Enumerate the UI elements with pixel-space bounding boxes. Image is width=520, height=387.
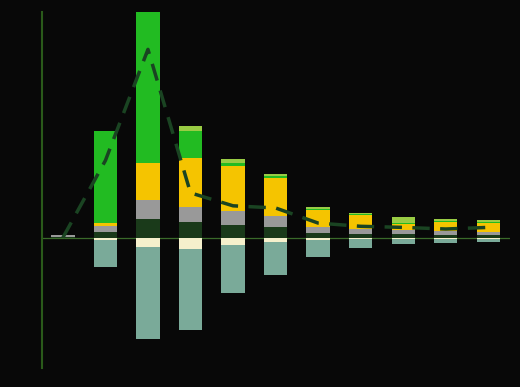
Bar — [434, 222, 458, 231]
Bar — [179, 249, 202, 330]
Bar — [222, 211, 245, 225]
Bar — [477, 238, 500, 239]
Bar — [264, 216, 287, 228]
Bar — [136, 200, 160, 219]
Bar — [349, 234, 372, 238]
Bar — [264, 176, 287, 178]
Bar — [222, 225, 245, 238]
Bar — [51, 236, 74, 238]
Bar — [264, 238, 287, 243]
Bar — [222, 245, 245, 293]
Bar — [179, 131, 202, 158]
Bar — [392, 230, 415, 235]
Bar — [434, 238, 458, 239]
Bar — [136, 163, 160, 200]
Bar — [306, 233, 330, 238]
Bar — [94, 226, 117, 232]
Bar — [94, 223, 117, 226]
Bar — [392, 238, 415, 239]
Bar — [434, 235, 458, 238]
Bar — [477, 235, 500, 238]
Bar — [434, 221, 458, 222]
Bar — [179, 158, 202, 207]
Bar — [349, 214, 372, 215]
Bar — [392, 239, 415, 244]
Bar — [222, 163, 245, 166]
Bar — [392, 224, 415, 230]
Bar — [306, 207, 330, 209]
Bar — [349, 238, 372, 239]
Bar — [349, 229, 372, 234]
Bar — [136, 247, 160, 339]
Bar — [94, 238, 117, 240]
Bar — [306, 210, 330, 227]
Bar — [477, 223, 500, 233]
Bar — [222, 159, 245, 163]
Bar — [306, 238, 330, 240]
Bar — [349, 239, 372, 248]
Bar — [434, 239, 458, 243]
Bar — [306, 209, 330, 210]
Bar — [477, 239, 500, 242]
Bar — [477, 222, 500, 223]
Bar — [434, 219, 458, 221]
Bar — [136, 219, 160, 238]
Bar — [94, 232, 117, 238]
Bar — [179, 126, 202, 131]
Bar — [51, 235, 74, 236]
Bar — [179, 207, 202, 222]
Bar — [179, 222, 202, 238]
Bar — [477, 220, 500, 222]
Bar — [136, 238, 160, 247]
Bar — [264, 228, 287, 238]
Bar — [306, 240, 330, 257]
Bar — [94, 240, 117, 267]
Bar — [392, 223, 415, 224]
Bar — [349, 215, 372, 229]
Bar — [392, 217, 415, 223]
Bar — [264, 174, 287, 176]
Bar — [434, 231, 458, 235]
Bar — [477, 233, 500, 235]
Bar — [264, 243, 287, 275]
Bar — [392, 235, 415, 238]
Bar — [264, 178, 287, 216]
Bar — [179, 238, 202, 249]
Bar — [94, 131, 117, 223]
Bar — [306, 227, 330, 233]
Bar — [349, 213, 372, 214]
Bar — [136, 0, 160, 163]
Bar — [222, 166, 245, 211]
Bar — [222, 238, 245, 245]
